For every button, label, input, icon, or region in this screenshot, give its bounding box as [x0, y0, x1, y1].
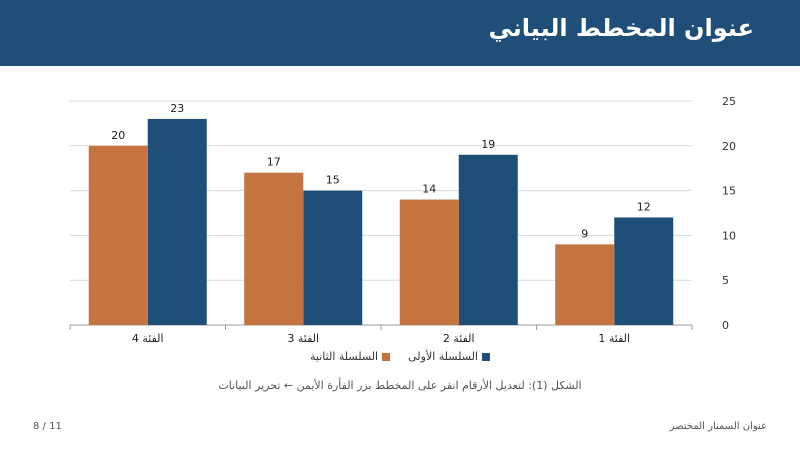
- x-tick-label: الفئة 2: [443, 332, 475, 345]
- data-label: 17: [267, 156, 281, 169]
- data-label: 19: [481, 138, 495, 151]
- slide-header: عنوان المخطط البياني: [0, 0, 800, 66]
- x-tick-label: الفئة 3: [287, 332, 319, 345]
- bar-series-1: [458, 154, 518, 325]
- data-label: 20: [111, 129, 125, 142]
- bar-series-2: [244, 172, 304, 325]
- y-tick-label: 20: [722, 140, 736, 153]
- y-tick-label: 10: [722, 229, 736, 242]
- y-tick-label: 5: [722, 274, 729, 287]
- x-tick-label: الفئة 4: [132, 332, 164, 345]
- legend-swatch-series-1: [481, 352, 490, 361]
- legend-item-series-1: السلسلة الأولى: [408, 350, 490, 363]
- data-label: 14: [422, 183, 436, 196]
- bar-series-2: [399, 199, 459, 325]
- y-tick-label: 25: [722, 95, 736, 108]
- bar-series-1: [147, 118, 207, 325]
- slide-title: عنوان المخطط البياني: [488, 14, 755, 42]
- data-label: 9: [581, 227, 588, 240]
- data-label: 15: [326, 174, 340, 187]
- x-tick-label: الفئة 1: [598, 332, 630, 345]
- chart-legend: السلسلة الأولى السلسلة الثانية: [0, 350, 800, 363]
- y-tick-label: 0: [722, 319, 729, 332]
- bar-series-1: [614, 217, 674, 325]
- figure-caption: الشكل (1): لتعديل الأرقام انقر على المخط…: [218, 379, 582, 392]
- legend-swatch-series-2: [382, 352, 391, 361]
- data-label: 23: [170, 102, 184, 115]
- y-tick-label: 15: [722, 185, 736, 198]
- data-label: 12: [637, 200, 651, 213]
- footer-title: عنوان السمنار المختصر: [669, 421, 767, 432]
- bar-series-2: [555, 244, 615, 325]
- legend-label-series-2: السلسلة الثانية: [310, 350, 379, 363]
- bar-series-1: [303, 190, 363, 325]
- page-number: 8 / 11: [33, 421, 62, 432]
- legend-item-series-2: السلسلة الثانية: [310, 350, 391, 363]
- legend-label-series-1: السلسلة الأولى: [408, 350, 478, 363]
- bar-series-2: [88, 145, 148, 325]
